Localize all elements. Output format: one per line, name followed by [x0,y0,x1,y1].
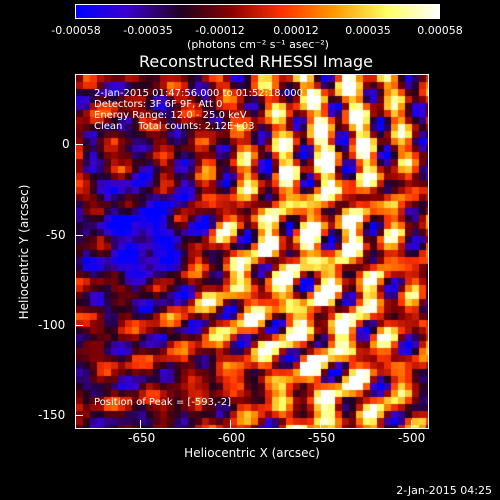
y-tick [75,144,83,145]
time-range-text: 2-Jan-2015 01:47:56.000 to 01:52:18.000 [94,88,303,99]
detectors-text: Detectors: 3F 6F 9F, Att 0 [94,99,223,110]
x-axis-label: Heliocentric X (arcsec) [184,446,320,460]
peak-position-text: Position of Peak = [-593,-2] [94,397,232,408]
x-tick [140,420,141,428]
colorbar-tick-label: 0.00012 [273,24,319,37]
y-axis-label: Heliocentric Y (arcsec) [17,184,31,320]
x-tick-label: -500 [398,431,426,445]
colorbar-tick-label: -0.00058 [51,24,101,37]
footer-timestamp: 2-Jan-2015 04:25 [396,484,492,497]
colorbar-tick-label: 0.00058 [417,24,463,37]
y-tick-label: -50 [46,228,66,242]
y-tick [75,415,83,416]
x-tick-label: -550 [308,431,336,445]
colorbar-units: (photons cm⁻² s⁻¹ asec⁻²) [187,38,329,51]
y-tick [75,235,83,236]
x-tick [230,420,231,428]
colorbar-tick-label: -0.00035 [123,24,173,37]
clean-counts-text: Clean Total counts: 2.12E+03 [94,121,255,132]
x-tick-label: -600 [218,431,246,445]
image-plot: 2-Jan-2015 01:47:56.000 to 01:52:18.000 … [75,74,429,429]
colorbar-tick-label: 0.00035 [345,24,391,37]
colorbar [75,4,440,19]
y-tick-label: -150 [38,408,66,422]
x-tick [411,420,412,428]
rhessi-image [76,75,428,428]
x-tick [320,420,321,428]
y-tick-label: 0 [62,137,70,151]
plot-title: Reconstructed RHESSI Image [139,52,373,71]
y-tick [75,325,83,326]
energy-range-text: Energy Range: 12.0 - 25.0 keV [94,110,247,121]
y-tick-label: -100 [38,318,66,332]
colorbar-tick-label: -0.00012 [195,24,245,37]
x-tick-label: -650 [128,431,156,445]
